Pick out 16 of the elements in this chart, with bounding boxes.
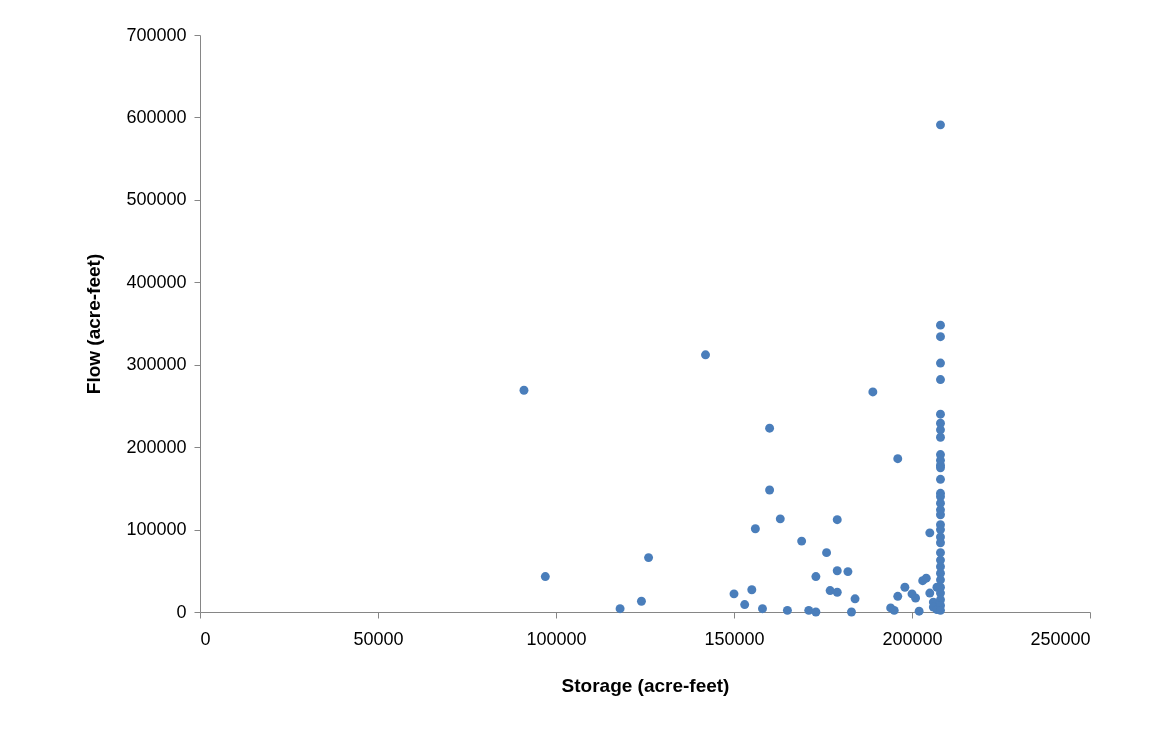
x-tick-label: 100000 — [526, 628, 587, 649]
y-tick-label: 200000 — [126, 436, 187, 457]
x-tick-label: 150000 — [704, 628, 765, 649]
y-tick-label: 300000 — [126, 354, 187, 375]
y-tick-label: 0 — [176, 601, 187, 622]
y-tick-label: 500000 — [126, 189, 187, 210]
y-tick-label: 400000 — [126, 271, 187, 292]
x-tick-label: 0 — [200, 628, 211, 649]
y-tick-label: 700000 — [126, 24, 187, 45]
x-tick-label: 250000 — [1030, 628, 1091, 649]
y-tick-label: 100000 — [126, 519, 187, 540]
x-tick-label: 200000 — [882, 628, 943, 649]
y-axis-title: Flow (acre-feet) — [83, 253, 105, 395]
x-tick-label: 50000 — [353, 628, 404, 649]
y-tick-label: 600000 — [126, 106, 187, 127]
x-axis-title: Storage (acre-feet) — [561, 674, 730, 696]
